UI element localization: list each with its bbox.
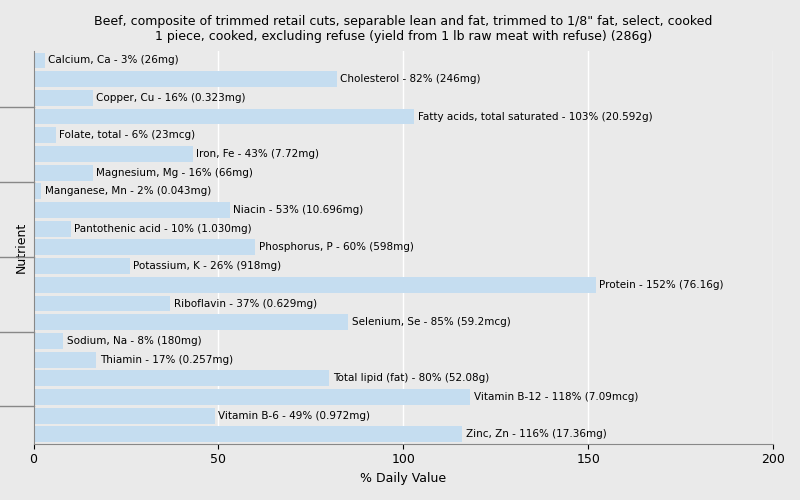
Bar (34, 108, 414, 124)
Bar (34, 258, 130, 274)
Bar (34, 221, 70, 236)
Text: Phosphorus, P - 60% (598mg): Phosphorus, P - 60% (598mg) (259, 242, 414, 252)
Text: Magnesium, Mg - 16% (66mg): Magnesium, Mg - 16% (66mg) (97, 168, 254, 177)
Bar (34, 146, 193, 162)
Text: Zinc, Zn - 116% (17.36mg): Zinc, Zn - 116% (17.36mg) (466, 430, 607, 440)
Text: Vitamin B-12 - 118% (7.09mcg): Vitamin B-12 - 118% (7.09mcg) (474, 392, 638, 402)
Title: Beef, composite of trimmed retail cuts, separable lean and fat, trimmed to 1/8" : Beef, composite of trimmed retail cuts, … (94, 15, 713, 43)
Text: Potassium, K - 26% (918mg): Potassium, K - 26% (918mg) (134, 261, 282, 271)
Text: Sodium, Na - 8% (180mg): Sodium, Na - 8% (180mg) (67, 336, 202, 346)
Text: Cholesterol - 82% (246mg): Cholesterol - 82% (246mg) (341, 74, 481, 84)
Bar (34, 90, 93, 106)
Text: Iron, Fe - 43% (7.72mg): Iron, Fe - 43% (7.72mg) (196, 149, 319, 159)
Y-axis label: Nutrient: Nutrient (15, 222, 28, 273)
Bar (34, 71, 337, 87)
Text: Manganese, Mn - 2% (0.043mg): Manganese, Mn - 2% (0.043mg) (45, 186, 211, 196)
Bar (34, 314, 348, 330)
Text: Pantothenic acid - 10% (1.030mg): Pantothenic acid - 10% (1.030mg) (74, 224, 252, 234)
Bar (34, 202, 230, 218)
Text: Thiamin - 17% (0.257mg): Thiamin - 17% (0.257mg) (100, 354, 234, 364)
Text: Niacin - 53% (10.696mg): Niacin - 53% (10.696mg) (234, 205, 363, 215)
X-axis label: % Daily Value: % Daily Value (360, 472, 446, 485)
Bar (34, 352, 97, 368)
Bar (34, 184, 41, 200)
Bar (34, 128, 56, 143)
Text: Selenium, Se - 85% (59.2mcg): Selenium, Se - 85% (59.2mcg) (351, 317, 510, 327)
Text: Riboflavin - 37% (0.629mg): Riboflavin - 37% (0.629mg) (174, 298, 317, 308)
Bar (34, 333, 63, 349)
Bar (34, 277, 595, 293)
Text: Copper, Cu - 16% (0.323mg): Copper, Cu - 16% (0.323mg) (97, 93, 246, 103)
Bar (34, 240, 255, 256)
Text: Calcium, Ca - 3% (26mg): Calcium, Ca - 3% (26mg) (48, 56, 179, 66)
Text: Folate, total - 6% (23mcg): Folate, total - 6% (23mcg) (59, 130, 195, 140)
Bar (34, 408, 214, 424)
Text: Vitamin B-6 - 49% (0.972mg): Vitamin B-6 - 49% (0.972mg) (218, 410, 370, 420)
Bar (34, 52, 45, 68)
Bar (34, 164, 93, 180)
Text: Fatty acids, total saturated - 103% (20.592g): Fatty acids, total saturated - 103% (20.… (418, 112, 653, 122)
Bar (34, 370, 330, 386)
Text: Total lipid (fat) - 80% (52.08g): Total lipid (fat) - 80% (52.08g) (333, 374, 490, 384)
Bar (34, 389, 470, 405)
Bar (34, 426, 462, 442)
Text: Protein - 152% (76.16g): Protein - 152% (76.16g) (599, 280, 724, 290)
Bar (34, 296, 170, 312)
